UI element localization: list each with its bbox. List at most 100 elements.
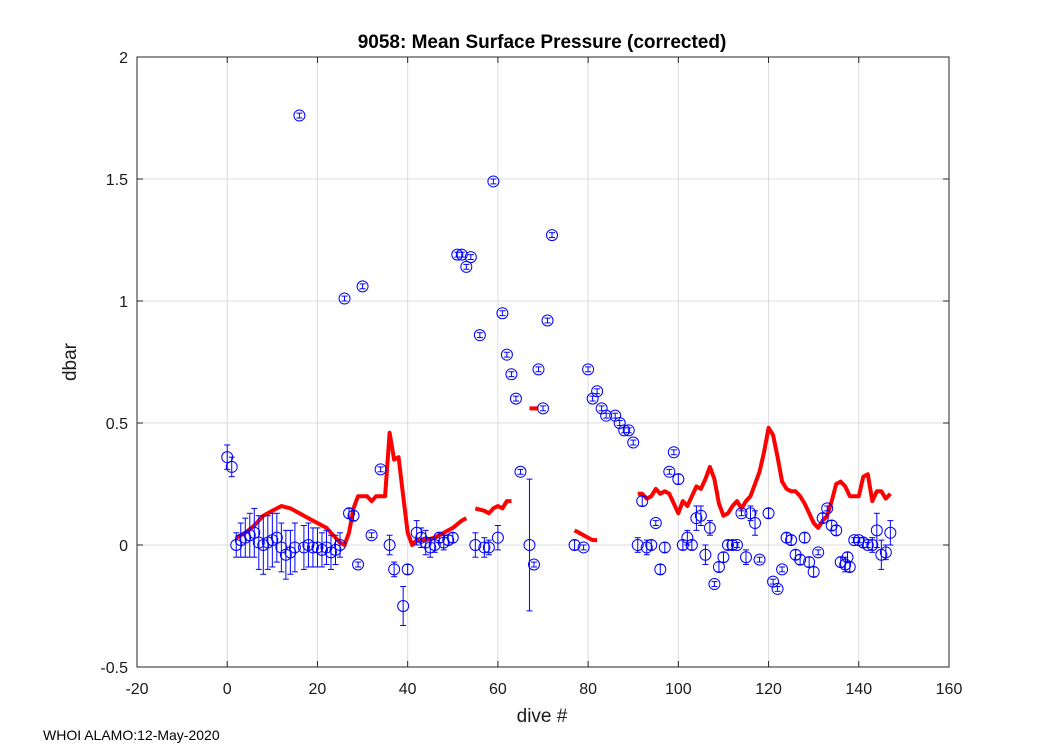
data-point (866, 539, 879, 551)
data-point (654, 563, 667, 576)
data-point (505, 368, 518, 381)
running-mean-line (235, 406, 892, 547)
x-tick-label: 80 (579, 681, 597, 698)
data-point (500, 348, 513, 361)
data-point (455, 248, 468, 261)
data-point (685, 539, 698, 551)
chart-title: 9058: Mean Surface Pressure (corrected) (358, 32, 727, 53)
data-point (627, 436, 640, 449)
data-points (221, 109, 897, 627)
data-point (848, 534, 861, 547)
data-point (401, 563, 414, 576)
data-point (841, 551, 854, 564)
data-point (433, 531, 446, 544)
data-point (586, 392, 599, 405)
data-point (473, 329, 486, 342)
data-point (532, 363, 545, 376)
data-point (248, 526, 261, 539)
data-point (374, 463, 387, 476)
data-point (771, 582, 784, 595)
y-tick-label: 0 (119, 538, 128, 555)
data-point (230, 539, 243, 551)
running-mean-segment (573, 528, 598, 543)
data-point (428, 539, 441, 551)
data-point (537, 402, 549, 415)
data-point (807, 565, 820, 578)
running-mean-segment (637, 425, 892, 530)
axes-box (136, 56, 950, 668)
data-point (740, 551, 752, 564)
data-point (347, 509, 360, 522)
y-tick-label: 1 (119, 294, 128, 311)
data-point (464, 251, 477, 264)
data-point (306, 541, 319, 554)
data-point (446, 531, 459, 544)
data-point (288, 541, 301, 554)
data-point (816, 512, 829, 525)
data-point (794, 553, 807, 566)
x-tick-label: 60 (489, 681, 507, 698)
data-point (636, 495, 649, 508)
data-point (388, 563, 401, 576)
data-point (491, 531, 504, 544)
x-axis-label: dive # (517, 706, 568, 727)
data-point (830, 524, 843, 537)
data-point (419, 536, 432, 549)
x-tick-label: 120 (755, 681, 782, 698)
data-point (879, 546, 892, 559)
data-point (803, 556, 816, 569)
data-point (460, 260, 473, 273)
y-tick-label: 0.5 (106, 416, 128, 433)
data-point (225, 460, 238, 473)
data-point (546, 229, 559, 242)
data-point (613, 417, 626, 429)
data-point (703, 521, 716, 534)
data-point (270, 531, 283, 544)
data-point (293, 109, 306, 122)
data-point (798, 531, 811, 544)
data-point (708, 578, 721, 591)
data-point (667, 446, 680, 459)
data-point (496, 307, 509, 320)
data-point (320, 541, 333, 554)
data-point (843, 560, 856, 573)
data-point (712, 560, 725, 573)
tick-labels: -20 0 20 40 60 80 100 120 140 160 -0.5 0 0.5 1 1.5 2 (100, 50, 962, 698)
data-point (821, 502, 834, 515)
data-point (699, 548, 712, 561)
data-point (451, 248, 464, 261)
data-point (509, 392, 522, 405)
data-point (785, 534, 798, 547)
x-tick-label: 160 (936, 681, 963, 698)
data-point (744, 507, 757, 520)
data-point (478, 541, 491, 554)
data-point (681, 531, 694, 544)
data-point (469, 539, 482, 551)
data-point (591, 385, 604, 398)
y-axis-label: dbar (60, 342, 81, 381)
y-tick-label: 2 (119, 50, 128, 67)
data-point (717, 551, 730, 564)
data-point (762, 507, 775, 520)
data-point (410, 526, 423, 539)
data-point (645, 539, 658, 551)
x-tick-label: 40 (399, 681, 417, 698)
data-point (334, 539, 346, 551)
data-point (812, 546, 825, 559)
running-mean-segment (474, 499, 512, 516)
data-point (600, 409, 613, 422)
data-point (753, 553, 766, 566)
data-point (338, 292, 351, 305)
data-point (577, 541, 590, 554)
data-point (649, 517, 662, 530)
data-point (870, 524, 883, 537)
data-point (284, 546, 297, 559)
data-point (383, 539, 396, 551)
footer-credit: WHOI ALAMO:12-May-2020 (43, 727, 220, 743)
x-tick-label: 0 (223, 681, 232, 698)
data-point (514, 465, 527, 478)
data-point (397, 600, 410, 612)
x-tick-label: 140 (845, 681, 872, 698)
y-tick-label: -0.5 (100, 660, 128, 677)
